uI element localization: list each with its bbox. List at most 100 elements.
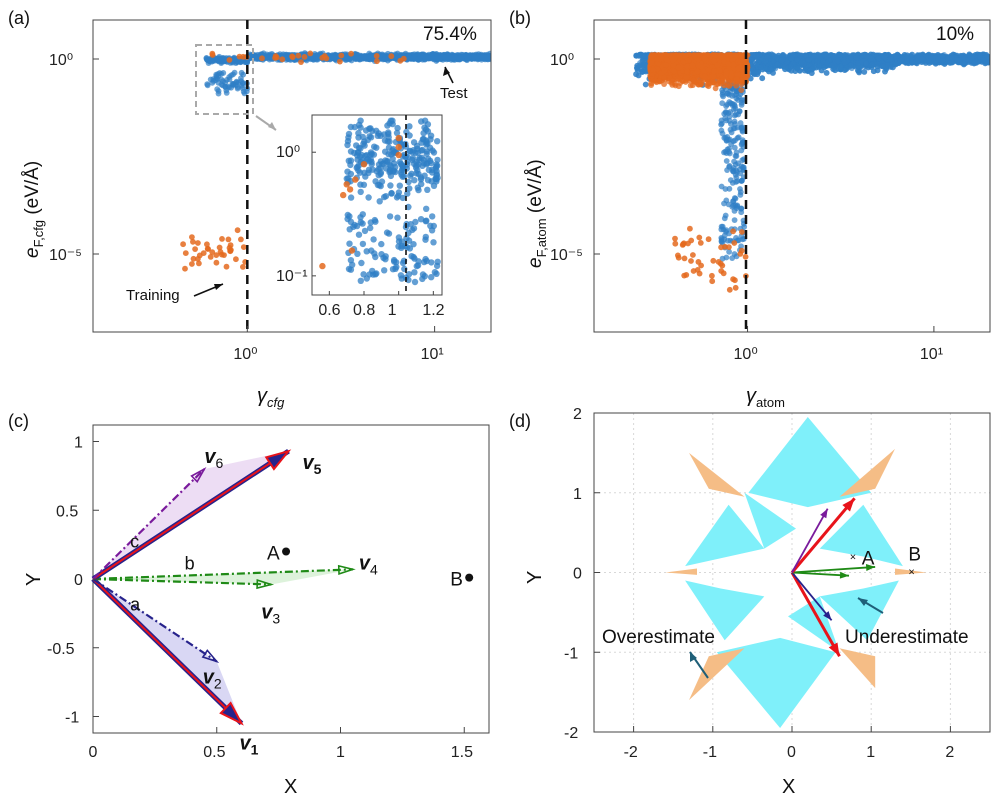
training-point [321,53,328,59]
inset-test-point [405,178,412,186]
inset-test-point [419,271,427,278]
training-point [295,52,302,59]
inset-test-point [421,124,428,131]
panel-a-training-arrowhead [214,284,223,290]
training-point [192,246,199,253]
test-point [847,62,854,69]
inset-test-point [409,226,416,234]
test-point [411,51,418,58]
inset-test-point [347,194,355,201]
training-point [213,259,220,266]
inset-test-point [353,222,361,230]
training-point [226,57,233,63]
inset-test-point [345,157,352,164]
inset-test-point [424,186,431,193]
inset-test-point [433,262,441,270]
inset-test-point [377,158,385,165]
inset-x-tick-label: 1 [388,302,397,319]
training-point [374,58,380,65]
inset-test-point [406,185,413,192]
inset-test-point [418,180,425,188]
inset-test-point [433,172,440,179]
inset-x-tick-label: 0.6 [318,302,340,319]
inset-test-point [433,163,440,170]
inset-test-point [414,167,421,174]
test-point [212,77,219,84]
test-point [267,55,274,62]
inset-training-point [346,186,354,193]
inset-test-point [359,240,367,248]
inset-test-point [363,248,370,255]
inset-test-point [382,253,389,260]
inset-test-point [423,141,430,148]
inset-test-point [420,160,428,167]
test-point [231,56,238,63]
test-point [790,51,796,58]
inset-test-point [392,265,399,272]
training-point [289,54,296,61]
inset-test-point [431,269,439,276]
inset-test-point [367,125,374,132]
test-point [633,71,639,78]
inset-test-point [347,148,355,155]
inset-test-point [368,158,375,166]
inset-test-point [417,174,425,181]
test-point [803,52,809,59]
test-point [759,75,766,82]
inset-test-point [410,241,417,248]
training-point [301,54,308,60]
inset-test-point [373,270,380,277]
test-point [361,53,368,60]
inset-test-point [411,278,419,286]
inset-test-point [387,182,394,189]
test-point [848,54,854,61]
inset-test-point [403,128,410,136]
training-point [227,248,234,255]
test-point [909,51,915,58]
training-point [259,55,265,62]
inset-test-point [384,138,391,145]
panel-b-label: (b) [509,8,531,28]
training-point [348,50,354,57]
training-point [207,254,214,260]
test-point [226,74,233,80]
test-point [431,56,437,62]
training-point [279,56,286,63]
inset-test-point [413,159,420,166]
x-tick-label: 10¹ [421,346,444,363]
test-point [244,59,251,66]
inset-test-point [390,256,398,264]
test-point [218,76,225,83]
training-point [180,241,187,248]
inset-test-point [351,123,358,131]
inset-test-point [344,141,351,149]
training-point [213,252,220,258]
test-point [458,54,465,61]
test-point [225,83,231,90]
inset-test-point [360,271,367,278]
inset-test-point [419,146,426,154]
inset-y-tick-label: 10⁰ [276,144,300,161]
inset-x-tick-label: 0.8 [353,302,375,319]
training-point [195,240,201,246]
inset-test-point [403,235,410,242]
inset-test-point [375,130,382,137]
y-tick-label: 10⁰ [49,52,73,69]
inset-test-point [367,219,374,226]
test-point [447,54,454,60]
inset-test-point [398,275,405,282]
test-point [859,52,866,58]
inset-test-point [396,158,404,166]
inset-test-point [362,173,369,180]
test-point [218,81,225,88]
inset-test-point [423,217,430,224]
training-point [225,236,232,243]
test-point [482,54,488,60]
inset-test-point [406,123,413,130]
inset-training-point [395,143,402,151]
panel-a-zoom-box [195,44,254,115]
training-point [234,227,241,234]
inset-test-point [357,124,364,131]
inset-test-point [411,269,418,276]
